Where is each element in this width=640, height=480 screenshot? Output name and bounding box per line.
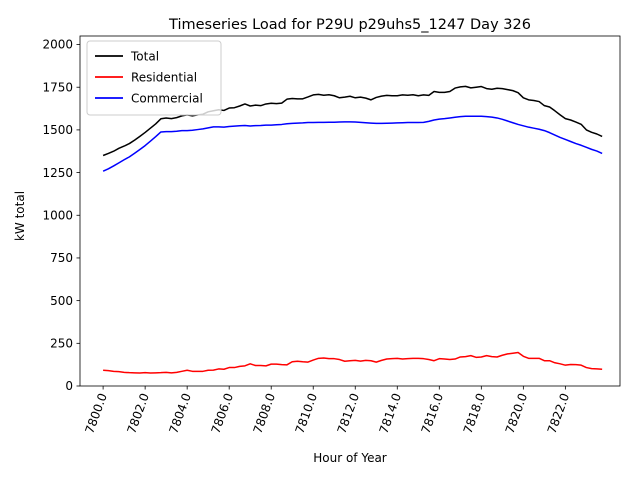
y-tick-label: 250 xyxy=(50,337,73,351)
y-tick-label: 1250 xyxy=(42,166,73,180)
y-tick-label: 750 xyxy=(50,251,73,265)
legend-label-total: Total xyxy=(130,49,159,63)
y-tick-label: 0 xyxy=(65,379,73,393)
y-tick-label: 1000 xyxy=(42,208,73,222)
legend: Total Residential Commercial xyxy=(86,40,222,116)
series-line-residential xyxy=(103,351,603,374)
legend-label-residential: Residential xyxy=(131,70,197,84)
y-axis-label: kW total xyxy=(13,191,27,241)
y-tick-label: 1750 xyxy=(42,80,73,94)
axes-frame xyxy=(79,35,621,387)
legend-label-commercial: Commercial xyxy=(131,91,203,105)
series-line-commercial xyxy=(102,115,603,172)
y-tick-label: 500 xyxy=(50,294,73,308)
x-axis-label: Hour of Year xyxy=(313,451,387,465)
y-tick-label: 1500 xyxy=(42,123,73,137)
legend-frame xyxy=(86,40,222,116)
y-tick-label: 2000 xyxy=(42,38,73,52)
chart-title: Timeseries Load for P29U p29uhs5_1247 Da… xyxy=(168,17,531,33)
